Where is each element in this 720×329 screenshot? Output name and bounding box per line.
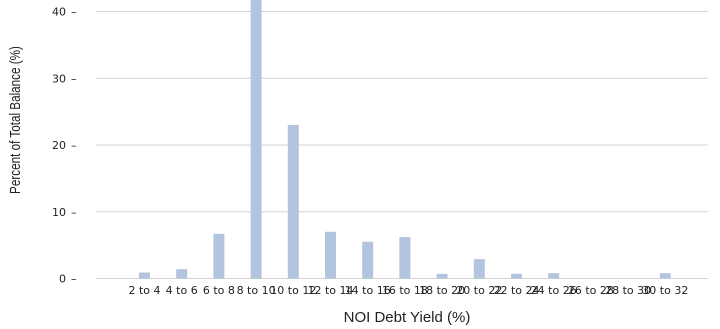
bar [659,273,671,279]
bar [176,269,188,279]
y-tick-mark: – [71,6,77,19]
bar [399,237,411,279]
x-tick-label: 24 to 26 [531,284,577,297]
x-tick-label: 26 to 28 [568,284,614,297]
bar [325,231,336,279]
bar [436,273,448,279]
bar [511,273,522,279]
bar [473,259,485,279]
y-axis-ticks: 0 –10 –20 –30 –40– [52,6,77,286]
x-tick-label: 4 to 6 [166,284,198,297]
grid-lines [96,11,708,279]
bar [362,241,374,279]
y-axis-title: Percent of Total Balance (%) [7,46,24,194]
x-tick-label: 22 to 24 [493,284,539,297]
bar [287,124,299,279]
bar [139,272,150,279]
y-tick-label: 30 [52,72,66,85]
x-tick-label: 18 to 20 [419,284,465,297]
y-tick-label: 20 [52,139,66,152]
y-tick-mark: – [71,72,77,85]
bar-group [139,0,671,279]
x-axis-title: NOI Debt Yield (%) [344,309,471,326]
x-tick-label: 8 to 10 [237,284,276,297]
x-tick-label: 28 to 30 [605,284,651,297]
y-tick-label: 0 [59,273,66,286]
y-tick-mark: – [71,139,77,152]
x-tick-label: 14 to 16 [345,284,391,297]
bar [548,273,560,279]
y-tick-label: 40 [52,6,66,19]
y-tick-label: 10 [52,206,66,219]
x-tick-label: 6 to 8 [203,284,235,297]
x-tick-label: 16 to 18 [382,284,428,297]
x-tick-label: 10 to 12 [270,284,316,297]
y-tick-mark: – [71,273,77,286]
x-tick-label: 2 to 4 [128,284,160,297]
x-tick-label: 20 to 22 [456,284,502,297]
x-tick-label: 12 to 14 [307,284,353,297]
y-tick-mark: – [71,206,77,219]
bar [250,0,262,279]
x-tick-label: 30 to 32 [642,284,688,297]
bar [213,233,225,279]
